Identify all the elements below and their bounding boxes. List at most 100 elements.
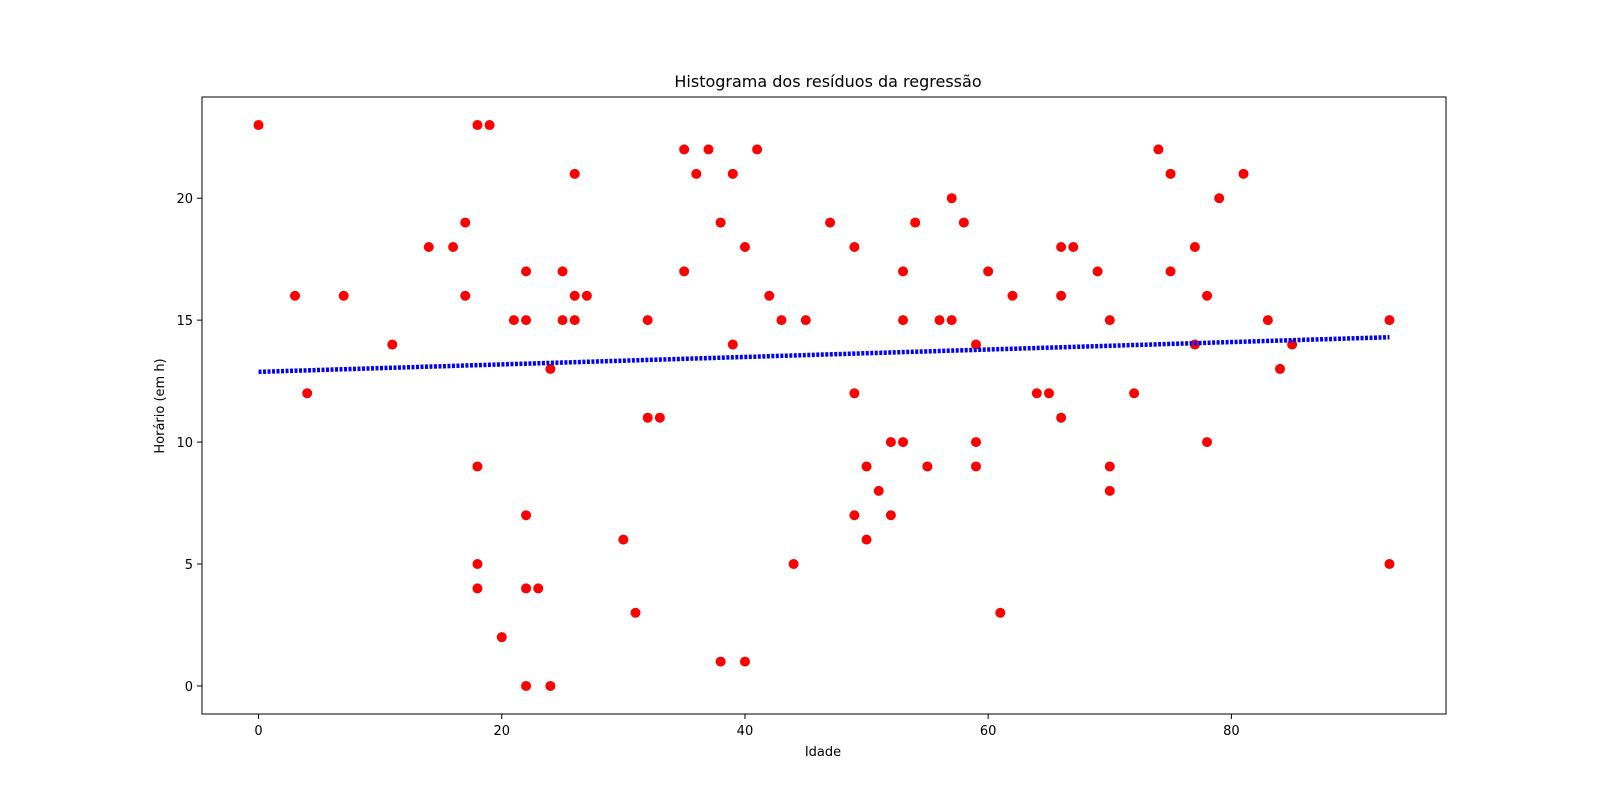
chart-title: Histograma dos resíduos da regressão [674,72,981,91]
scatter-point [533,583,544,594]
scatter-point [691,168,702,179]
scatter-point [1189,241,1200,252]
scatter-point [971,461,981,472]
y-axis-ticks: 0 5 10 15 20 [176,192,202,695]
scatter-point [861,534,872,545]
scatter-point [1153,144,1164,155]
scatter-point [703,144,714,155]
scatter-point [1384,315,1395,326]
scatter-point [1165,168,1176,179]
regression-line [258,334,1390,375]
scatter-point [1104,485,1115,496]
scatter-point [557,266,568,277]
scatter-point [618,534,629,545]
y-tick-label: 5 [185,558,193,573]
scatter-point [898,437,909,448]
scatter-point [1104,461,1115,472]
scatter-point [1275,363,1286,374]
scatter-point [715,217,726,228]
scatter-point [1031,388,1042,399]
scatter-point [472,583,483,594]
scatter-point [1262,315,1273,326]
scatter-point [1068,241,1079,252]
scatter-point [1384,559,1395,570]
scatter-point [971,437,981,448]
scatter-point [679,144,690,155]
scatter-point [922,461,933,472]
scatter-point [971,339,981,350]
scatter-point [946,315,957,326]
scatter-point [873,485,884,496]
scatter-point [788,559,799,570]
scatter-point [460,290,471,301]
scatter-point [581,290,592,301]
scatter-point [508,315,519,326]
scatter-point [1056,412,1067,423]
scatter-point [1129,388,1140,399]
scatter-point [764,290,775,301]
scatter-point [934,315,945,326]
scatter-point [496,632,507,643]
scatter-point [472,120,483,131]
scatter-point [569,168,580,179]
scatter-point [946,193,957,204]
scatter-point [752,144,763,155]
scatter-point [727,168,738,179]
scatter-point [958,217,969,228]
scatter-point [800,315,811,326]
scatter-point [338,290,349,301]
scatter-point [484,120,495,131]
scatter-point [1104,315,1115,326]
scatter-point [910,217,921,228]
scatter-point [521,583,532,594]
plot-area [201,96,1447,715]
scatter-point [679,266,690,277]
y-tick-label: 20 [176,192,193,207]
x-tick-label: 20 [493,724,510,739]
scatter-point [983,266,994,277]
y-axis-label: Horário (em h) [153,358,168,453]
x-axis-label: Idade [805,745,841,760]
scatter-point [630,607,641,618]
scatter-point [472,461,483,472]
scatter-point [642,412,653,423]
scatter-point [1238,168,1249,179]
scatter-point [849,388,860,399]
scatter-point [521,315,532,326]
scatter-point [898,315,909,326]
scatter-point [472,559,483,570]
x-tick-label: 80 [1223,724,1240,739]
scatter-point [642,315,653,326]
x-tick-label: 40 [737,724,754,739]
scatter-point [545,363,556,374]
y-tick-label: 10 [176,436,193,451]
plot-frame [201,96,1447,715]
scatter-point [545,680,556,691]
y-tick-label: 15 [176,314,193,329]
scatter-point [739,656,750,667]
scatter-point [739,241,750,252]
scatter-point [1202,437,1213,448]
scatter-point [1165,266,1176,277]
scatter-point [423,241,434,252]
scatter-point [715,656,726,667]
scatter-point [825,217,836,228]
scatter-point [776,315,787,326]
scatter-point [654,412,665,423]
scatter-point [253,120,264,131]
scatter-point [1214,193,1225,204]
scatter-point [849,241,860,252]
y-tick-label: 0 [185,680,193,695]
scatter-point [849,510,860,521]
scatter-point [1202,290,1213,301]
scatter-point [885,510,896,521]
scatter-point [727,339,738,350]
scatter-point [387,339,398,350]
scatter-point [521,266,532,277]
scatter-point [1056,290,1067,301]
scatter-point [995,607,1006,618]
scatter-point [448,241,459,252]
scatter-point [569,315,580,326]
